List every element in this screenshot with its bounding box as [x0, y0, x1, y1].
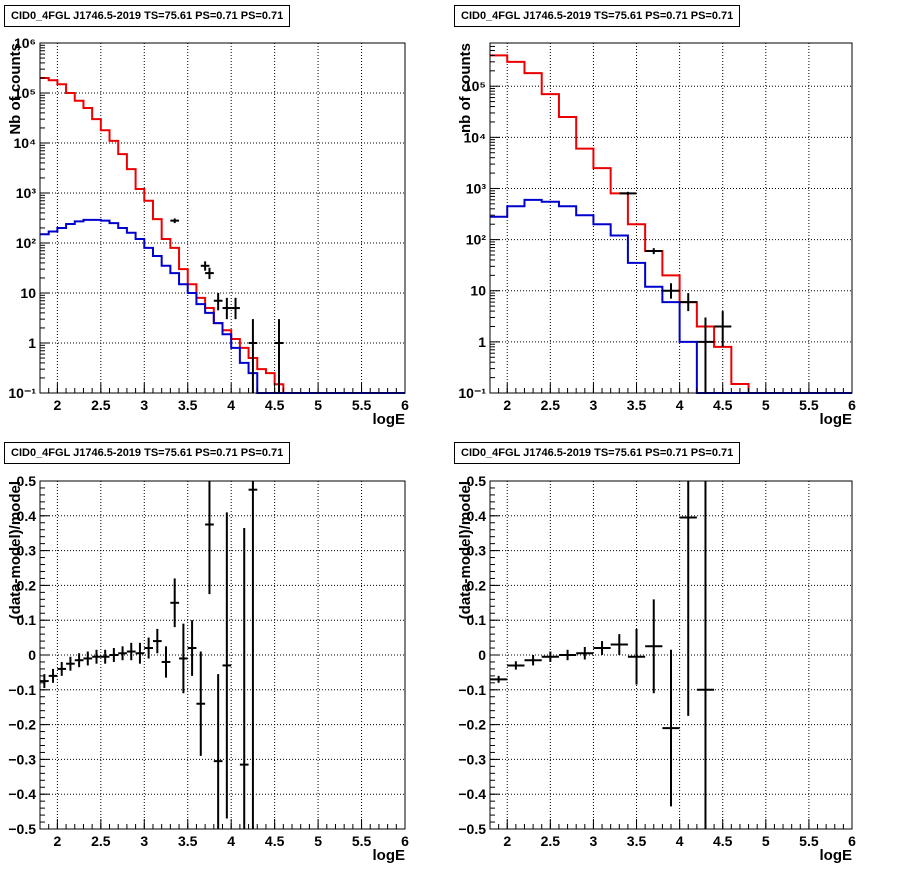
x-tick-label: 4	[676, 397, 684, 413]
y-axis-title: nb of counts	[457, 43, 474, 133]
x-tick-label: 4	[676, 833, 684, 849]
x-tick-label: 6	[401, 833, 409, 849]
pad-top-right: CID0_4FGL J1746.5-2019 TS=75.61 PS=0.71 …	[449, 0, 898, 437]
y-tick-label: 10⁴	[14, 135, 37, 151]
y-tick-label: 0.3	[17, 543, 37, 559]
y-tick-label: 0	[28, 647, 36, 663]
y-axis-title: Nb of counts	[7, 43, 24, 135]
x-tick-label: 3.5	[627, 397, 647, 413]
x-tick-label: 2.5	[91, 397, 111, 413]
y-tick-label: 0.2	[467, 577, 487, 593]
x-tick-label: 5	[314, 833, 322, 849]
y-tick-label: 0.5	[467, 473, 487, 489]
y-tick-label: −0.2	[458, 717, 486, 733]
y-tick-label: 0.4	[467, 508, 487, 524]
x-tick-label: 3.5	[178, 397, 198, 413]
x-tick-label: 2	[503, 833, 511, 849]
y-tick-label: 1	[478, 334, 486, 350]
y-tick-label: 10⁵	[14, 85, 36, 101]
y-tick-label: 10	[470, 283, 486, 299]
x-tick-label: 5.5	[352, 397, 372, 413]
y-tick-label: −0.3	[8, 751, 36, 767]
y-axis-title: (data-model)/model	[7, 481, 24, 619]
x-tick-label: 4.5	[265, 397, 285, 413]
y-tick-label: −0.1	[458, 682, 486, 698]
y-tick-label: 0.2	[17, 577, 37, 593]
y-tick-label: 10	[20, 285, 36, 301]
x-tick-label: 3.5	[178, 833, 198, 849]
y-tick-label: 0.1	[17, 612, 37, 628]
x-tick-label: 2	[53, 397, 61, 413]
y-tick-label: 0	[478, 647, 486, 663]
y-tick-label: 10⁻¹	[8, 385, 36, 401]
chart-title: CID0_4FGL J1746.5-2019 TS=75.61 PS=0.71 …	[4, 5, 291, 27]
y-tick-label: 0.3	[467, 543, 487, 559]
x-tick-label: 6	[401, 397, 409, 413]
y-tick-label: 0.1	[467, 612, 487, 628]
y-tick-label: 0.5	[17, 473, 37, 489]
series-total-model-line	[40, 76, 405, 394]
chart-title: CID0_4FGL J1746.5-2019 TS=75.61 PS=0.71 …	[454, 442, 741, 464]
x-tick-label: 2	[53, 833, 61, 849]
x-tick-label: 5.5	[352, 833, 372, 849]
y-tick-label: 10³	[16, 185, 37, 201]
y-tick-label: 10⁴	[464, 129, 487, 145]
x-tick-label: 4	[227, 397, 235, 413]
y-tick-label: 10⁻¹	[458, 385, 486, 401]
y-tick-label: −0.2	[8, 717, 36, 733]
x-tick-label: 4.5	[713, 833, 733, 849]
chart-svg: 2 2.5 3 3.5 4 4.5 5 5.5 6 10⁻¹ 1 10 10² 10³ 10⁴ 10⁵ logE…	[457, 42, 856, 428]
x-tick-label: 2	[503, 397, 511, 413]
x-tick-label: 6	[848, 397, 856, 413]
plot-frame	[39, 42, 406, 394]
y-tick-label: −0.1	[8, 682, 36, 698]
x-tick-label: 2.5	[91, 833, 111, 849]
y-tick-label: 10²	[466, 232, 487, 248]
chart-svg: 2 2.5 3 3.5 4 4.5 5 5.5 6 10⁻¹ 1 10 10² 10³ 10⁴ 10⁵ 10⁶ l…	[7, 35, 409, 428]
x-tick-label: 3	[590, 833, 598, 849]
x-tick-label: 6	[848, 833, 856, 849]
x-tick-label: 5	[762, 397, 770, 413]
y-tick-label: 10⁵	[464, 78, 486, 94]
y-tick-label: 10⁶	[14, 35, 36, 51]
series-source-model-line	[40, 218, 405, 394]
plot-frame	[489, 42, 853, 394]
chart-svg: 2 2.5 3 3.5 4 4.5 5 5.5 6 −0.5 −0.4 −0.3 −0.2 −0.1 0 0.…	[7, 473, 409, 864]
x-tick-label: 5.5	[799, 833, 819, 849]
y-axis-title: (data-model)/model	[457, 481, 474, 619]
x-tick-label: 5	[314, 397, 322, 413]
pad-top-left: CID0_4FGL J1746.5-2019 TS=75.61 PS=0.71 …	[0, 0, 449, 437]
chart-svg: 2 2.5 3 3.5 4 4.5 5 5.5 6 −0.5 −0.4 −0.3 −0.2 −0.1 0 0.…	[457, 473, 856, 864]
y-tick-label: 10³	[466, 180, 487, 196]
x-axis-title: logE	[820, 411, 853, 428]
pad-bottom-right: CID0_4FGL J1746.5-2019 TS=75.61 PS=0.71 …	[449, 437, 898, 875]
y-tick-label: −0.5	[458, 821, 486, 837]
x-axis-title: logE	[820, 847, 853, 864]
x-tick-label: 4	[227, 833, 235, 849]
x-tick-label: 5	[762, 833, 770, 849]
y-tick-label: 0.4	[17, 508, 37, 524]
pad-bottom-left: CID0_4FGL J1746.5-2019 TS=75.61 PS=0.71 …	[0, 437, 449, 875]
y-tick-label: 10²	[16, 235, 37, 251]
x-tick-label: 2.5	[541, 397, 561, 413]
x-tick-label: 3	[140, 833, 148, 849]
x-tick-label: 2.5	[541, 833, 561, 849]
y-tick-label: −0.5	[8, 821, 36, 837]
x-tick-label: 5.5	[799, 397, 819, 413]
x-tick-label: 4.5	[265, 833, 285, 849]
x-tick-label: 3.5	[627, 833, 647, 849]
x-tick-label: 3	[140, 397, 148, 413]
chart-title: CID0_4FGL J1746.5-2019 TS=75.61 PS=0.71 …	[454, 5, 741, 27]
y-tick-label: −0.4	[8, 786, 36, 802]
x-axis-title: logE	[373, 411, 406, 428]
y-tick-label: −0.4	[458, 786, 486, 802]
x-tick-label: 3	[590, 397, 598, 413]
chart-title: CID0_4FGL J1746.5-2019 TS=75.61 PS=0.71 …	[4, 442, 291, 464]
x-tick-label: 4.5	[713, 397, 733, 413]
x-axis-title: logE	[373, 847, 406, 864]
y-tick-label: 1	[28, 335, 36, 351]
y-tick-label: −0.3	[458, 751, 486, 767]
